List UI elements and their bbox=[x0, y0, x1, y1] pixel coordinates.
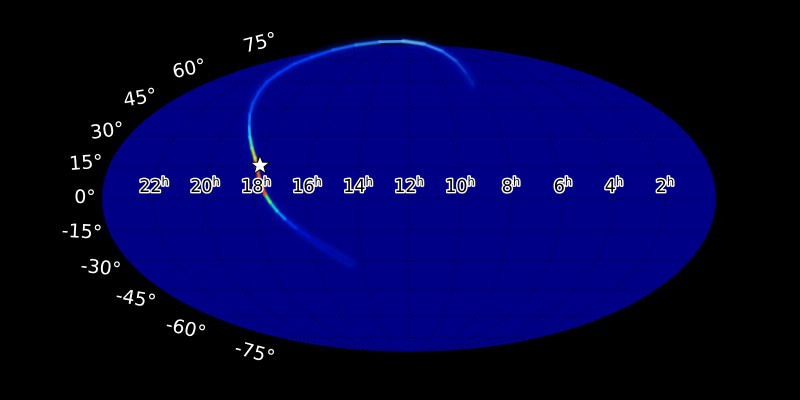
ra-tick-label: 14h bbox=[343, 175, 373, 198]
ra-tick-label: 10h bbox=[445, 175, 475, 198]
dec-tick-label: 0° bbox=[74, 186, 96, 208]
ra-tick-label: 8h bbox=[502, 175, 520, 198]
ra-tick-label: 16h bbox=[292, 175, 322, 198]
meridian-6h-18h bbox=[255, 45, 563, 352]
probability-arc bbox=[245, 37, 477, 268]
ra-tick-label: 6h bbox=[554, 175, 572, 198]
meridian-2h-22h bbox=[152, 45, 666, 352]
ra-axis-labels: 22h 20h 18h 16h 14h 12h 10h 8h 6h 4h 2h bbox=[138, 173, 676, 198]
dec-tick-label: 15° bbox=[68, 151, 103, 175]
event-star-marker bbox=[249, 154, 271, 175]
dec-tick-label: 30° bbox=[89, 118, 125, 144]
ra-tick-label: 12h bbox=[394, 175, 424, 198]
meridian-4h-20h bbox=[203, 45, 615, 352]
sky-sphere bbox=[102, 45, 716, 352]
meridian-10h-14h bbox=[357, 45, 461, 352]
ra-tick-label: 4h bbox=[605, 175, 623, 198]
ra-tick-label: 18h bbox=[241, 175, 271, 198]
ra-tick-label: 20h bbox=[190, 175, 220, 198]
ra-tick-label: 2h bbox=[656, 175, 674, 198]
ra-tick-label: 22h bbox=[139, 175, 169, 198]
dec-tick-label: -30° bbox=[80, 255, 123, 281]
dec-tick-label: -15° bbox=[61, 220, 103, 244]
